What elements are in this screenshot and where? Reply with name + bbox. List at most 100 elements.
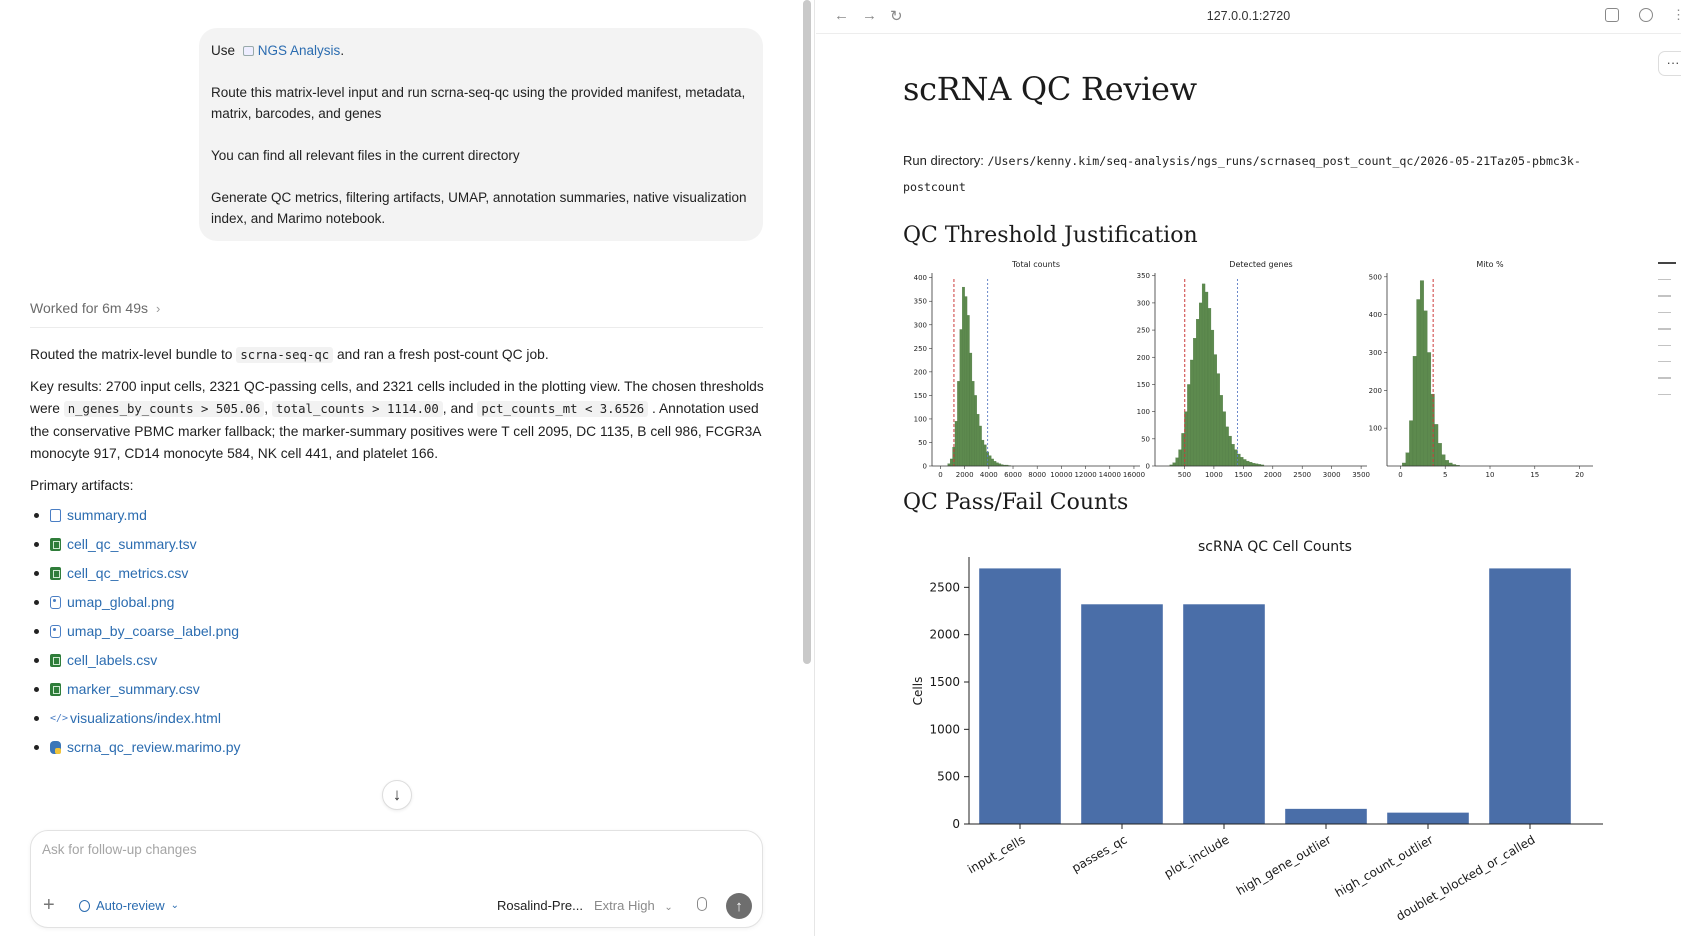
- chat-scrollbar[interactable]: [803, 0, 811, 664]
- histogram-bar: [1249, 462, 1253, 467]
- artifact-item[interactable]: umap_by_coarse_label.png: [30, 617, 765, 646]
- artifact-link[interactable]: cell_qc_metrics.csv: [67, 565, 189, 582]
- artifact-item[interactable]: summary.md: [30, 501, 765, 530]
- artifact-item[interactable]: marker_summary.csv: [30, 675, 765, 704]
- artifact-link[interactable]: cell_labels.csv: [67, 652, 158, 669]
- section-heading-thresholds: QC Threshold Justification: [903, 223, 1198, 248]
- histogram-bar: [949, 458, 953, 467]
- review-mode-dropdown[interactable]: Auto-review ⌄: [79, 898, 179, 913]
- toc-marker[interactable]: [1658, 295, 1671, 297]
- inline-code: n_genes_by_counts > 505.06: [63, 401, 265, 417]
- follow-up-input[interactable]: [42, 842, 742, 857]
- x-tick-label: high_gene_outlier: [1234, 832, 1334, 898]
- histogram-bar: [1210, 329, 1215, 467]
- histogram-bar: [1448, 462, 1453, 467]
- x-tick-label: 16000: [1123, 471, 1145, 479]
- histogram-bar: [1204, 291, 1209, 467]
- add-tab-icon[interactable]: [1639, 8, 1653, 22]
- skill-chip[interactable]: NGS Analysis: [239, 43, 340, 58]
- scroll-to-bottom-button[interactable]: ↓: [382, 780, 412, 810]
- y-tick-label: 0: [1146, 463, 1150, 471]
- add-attachment-button[interactable]: +: [43, 895, 55, 915]
- histogram-title: Detected genes: [1229, 260, 1292, 269]
- address-bar[interactable]: 127.0.0.1:2720: [1206, 9, 1291, 23]
- histogram-bar: [1252, 463, 1256, 467]
- artifact-list: summary.md cell_qc_summary.tsv cell_qc_met…: [30, 501, 765, 762]
- table-of-contents-rail[interactable]: [1658, 262, 1676, 410]
- worked-duration-toggle[interactable]: Worked for 6m 49s ›: [30, 300, 161, 316]
- back-arrow-icon[interactable]: ←: [834, 7, 849, 24]
- microphone-icon[interactable]: [697, 897, 707, 911]
- forward-arrow-icon[interactable]: →: [862, 7, 877, 24]
- histogram-bar: [1419, 280, 1424, 467]
- x-tick-label: plot_include: [1162, 832, 1232, 880]
- artifact-link[interactable]: marker_summary.csv: [67, 681, 200, 698]
- toc-marker[interactable]: [1658, 328, 1671, 330]
- divider: [30, 327, 763, 328]
- screenshot-icon[interactable]: [1605, 8, 1619, 22]
- artifact-item[interactable]: umap_global.png: [30, 588, 765, 617]
- page-options-button[interactable]: ···: [1658, 51, 1681, 76]
- x-tick-label: 1500: [1234, 471, 1252, 479]
- image-icon: [50, 596, 61, 609]
- bar-plot-include: [1183, 604, 1265, 824]
- chevron-down-icon: ⌄: [664, 902, 673, 913]
- artifact-item[interactable]: cell_qc_summary.tsv: [30, 530, 765, 559]
- spreadsheet-icon: [50, 654, 61, 667]
- artifact-item[interactable]: </> visualizations/index.html: [30, 704, 765, 733]
- histogram-bar: [966, 315, 970, 467]
- more-vertical-icon[interactable]: ⋮: [1672, 7, 1681, 22]
- y-tick-label: 1500: [929, 675, 960, 689]
- toc-marker[interactable]: [1658, 279, 1671, 281]
- toc-marker[interactable]: [1658, 311, 1671, 314]
- x-tick-label: 2000: [1264, 471, 1282, 479]
- histogram-bar: [979, 425, 982, 467]
- x-tick-label: 10: [1486, 471, 1495, 479]
- y-tick-label: 400: [1369, 311, 1382, 319]
- y-tick-label: 200: [1369, 387, 1382, 395]
- spreadsheet-icon: [50, 567, 61, 580]
- x-tick-label: high_count_outlier: [1333, 832, 1436, 899]
- x-tick-label: 6000: [1004, 471, 1022, 479]
- artifact-item[interactable]: cell_qc_metrics.csv: [30, 559, 765, 588]
- send-button[interactable]: ↑: [726, 893, 752, 919]
- histogram-bar: [1441, 454, 1446, 467]
- toc-marker[interactable]: [1658, 262, 1676, 264]
- inline-code: scrna-seq-qc: [236, 347, 334, 363]
- run-directory: Run directory: /Users/kenny.kim/seq-anal…: [903, 153, 1581, 194]
- inline-code: pct_counts_mt < 3.6526: [477, 401, 649, 417]
- page-title: scRNA QC Review: [903, 70, 1197, 108]
- user-message-paragraph: Route this matrix-level input and run sc…: [211, 85, 746, 121]
- y-tick-label: 100: [1137, 408, 1150, 416]
- artifact-link[interactable]: visualizations/index.html: [70, 710, 221, 727]
- artifact-link[interactable]: cell_qc_summary.tsv: [67, 536, 197, 553]
- toc-marker[interactable]: [1658, 393, 1671, 396]
- x-tick-label: 12000: [1074, 471, 1096, 479]
- model-selector[interactable]: Rosalind-Pre...: [497, 898, 583, 913]
- artifact-link[interactable]: scrna_qc_review.marimo.py: [67, 739, 241, 756]
- effort-dropdown[interactable]: Extra High ⌄: [594, 898, 673, 913]
- y-tick-label: 1000: [929, 722, 960, 736]
- histogram-title: Total counts: [1011, 260, 1060, 269]
- toc-marker[interactable]: [1658, 360, 1671, 363]
- histogram-bar: [1187, 384, 1191, 467]
- user-message-paragraph: You can find all relevant files in the c…: [211, 148, 520, 163]
- toc-marker[interactable]: [1658, 344, 1671, 346]
- artifact-item[interactable]: cell_labels.csv: [30, 646, 765, 675]
- artifact-link[interactable]: summary.md: [67, 507, 147, 524]
- histogram-title: Mito %: [1476, 260, 1504, 269]
- histogram-bar: [1231, 444, 1235, 467]
- y-tick-label: 0: [923, 463, 927, 471]
- toc-marker[interactable]: [1658, 377, 1671, 379]
- y-tick-label: 350: [914, 298, 927, 306]
- artifact-item[interactable]: scrna_qc_review.marimo.py: [30, 733, 765, 762]
- assistant-response: Routed the matrix-level bundle to scrna-…: [30, 344, 765, 762]
- histogram-bar: [1405, 452, 1410, 467]
- x-tick-label: 3500: [1352, 471, 1370, 479]
- artifact-link[interactable]: umap_global.png: [67, 594, 175, 611]
- artifact-link[interactable]: umap_by_coarse_label.png: [67, 623, 240, 640]
- y-tick-label: 200: [914, 368, 927, 376]
- reload-icon[interactable]: ↻: [890, 8, 903, 25]
- report-document: scRNA QC Review Run directory: /Users/ke…: [903, 70, 1613, 515]
- chart-title: scRNA QC Cell Counts: [1198, 539, 1352, 555]
